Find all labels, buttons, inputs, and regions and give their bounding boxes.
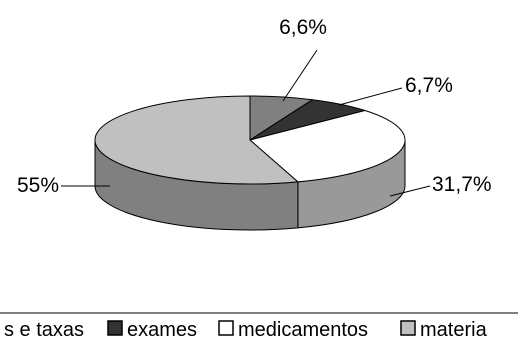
- data-label-materiais: 55%: [17, 174, 59, 197]
- data-label-exames: 6,7%: [405, 74, 453, 97]
- legend-label-exames: exames: [127, 319, 197, 341]
- legend-swatch-medicamentos: [218, 320, 234, 336]
- legend-label-diárias-e-taxas: s e taxas: [4, 319, 84, 341]
- leader-line: [389, 185, 431, 197]
- pie-tops: [94, 95, 406, 185]
- leader-line: [282, 49, 318, 102]
- data-label-medicamentos: 31,7%: [432, 173, 492, 196]
- pie-slice-materiais: [94, 95, 299, 185]
- legend-swatch-materiais: [400, 320, 416, 336]
- legend-swatch-exames: [107, 320, 123, 336]
- pie-slice-medicamentos: [249, 109, 406, 183]
- legend-label-medicamentos: medicamentos: [238, 319, 368, 341]
- leader-lines: [61, 49, 431, 197]
- data-labels: 6,6% 6,7% 31,7% 55%: [17, 16, 492, 197]
- legend-label-materiais: materia: [420, 319, 488, 341]
- legend: s e taxas exames medicamentos materia: [4, 319, 488, 341]
- data-label-diárias-e-taxas: 6,6%: [279, 16, 327, 39]
- leader-line: [338, 87, 403, 106]
